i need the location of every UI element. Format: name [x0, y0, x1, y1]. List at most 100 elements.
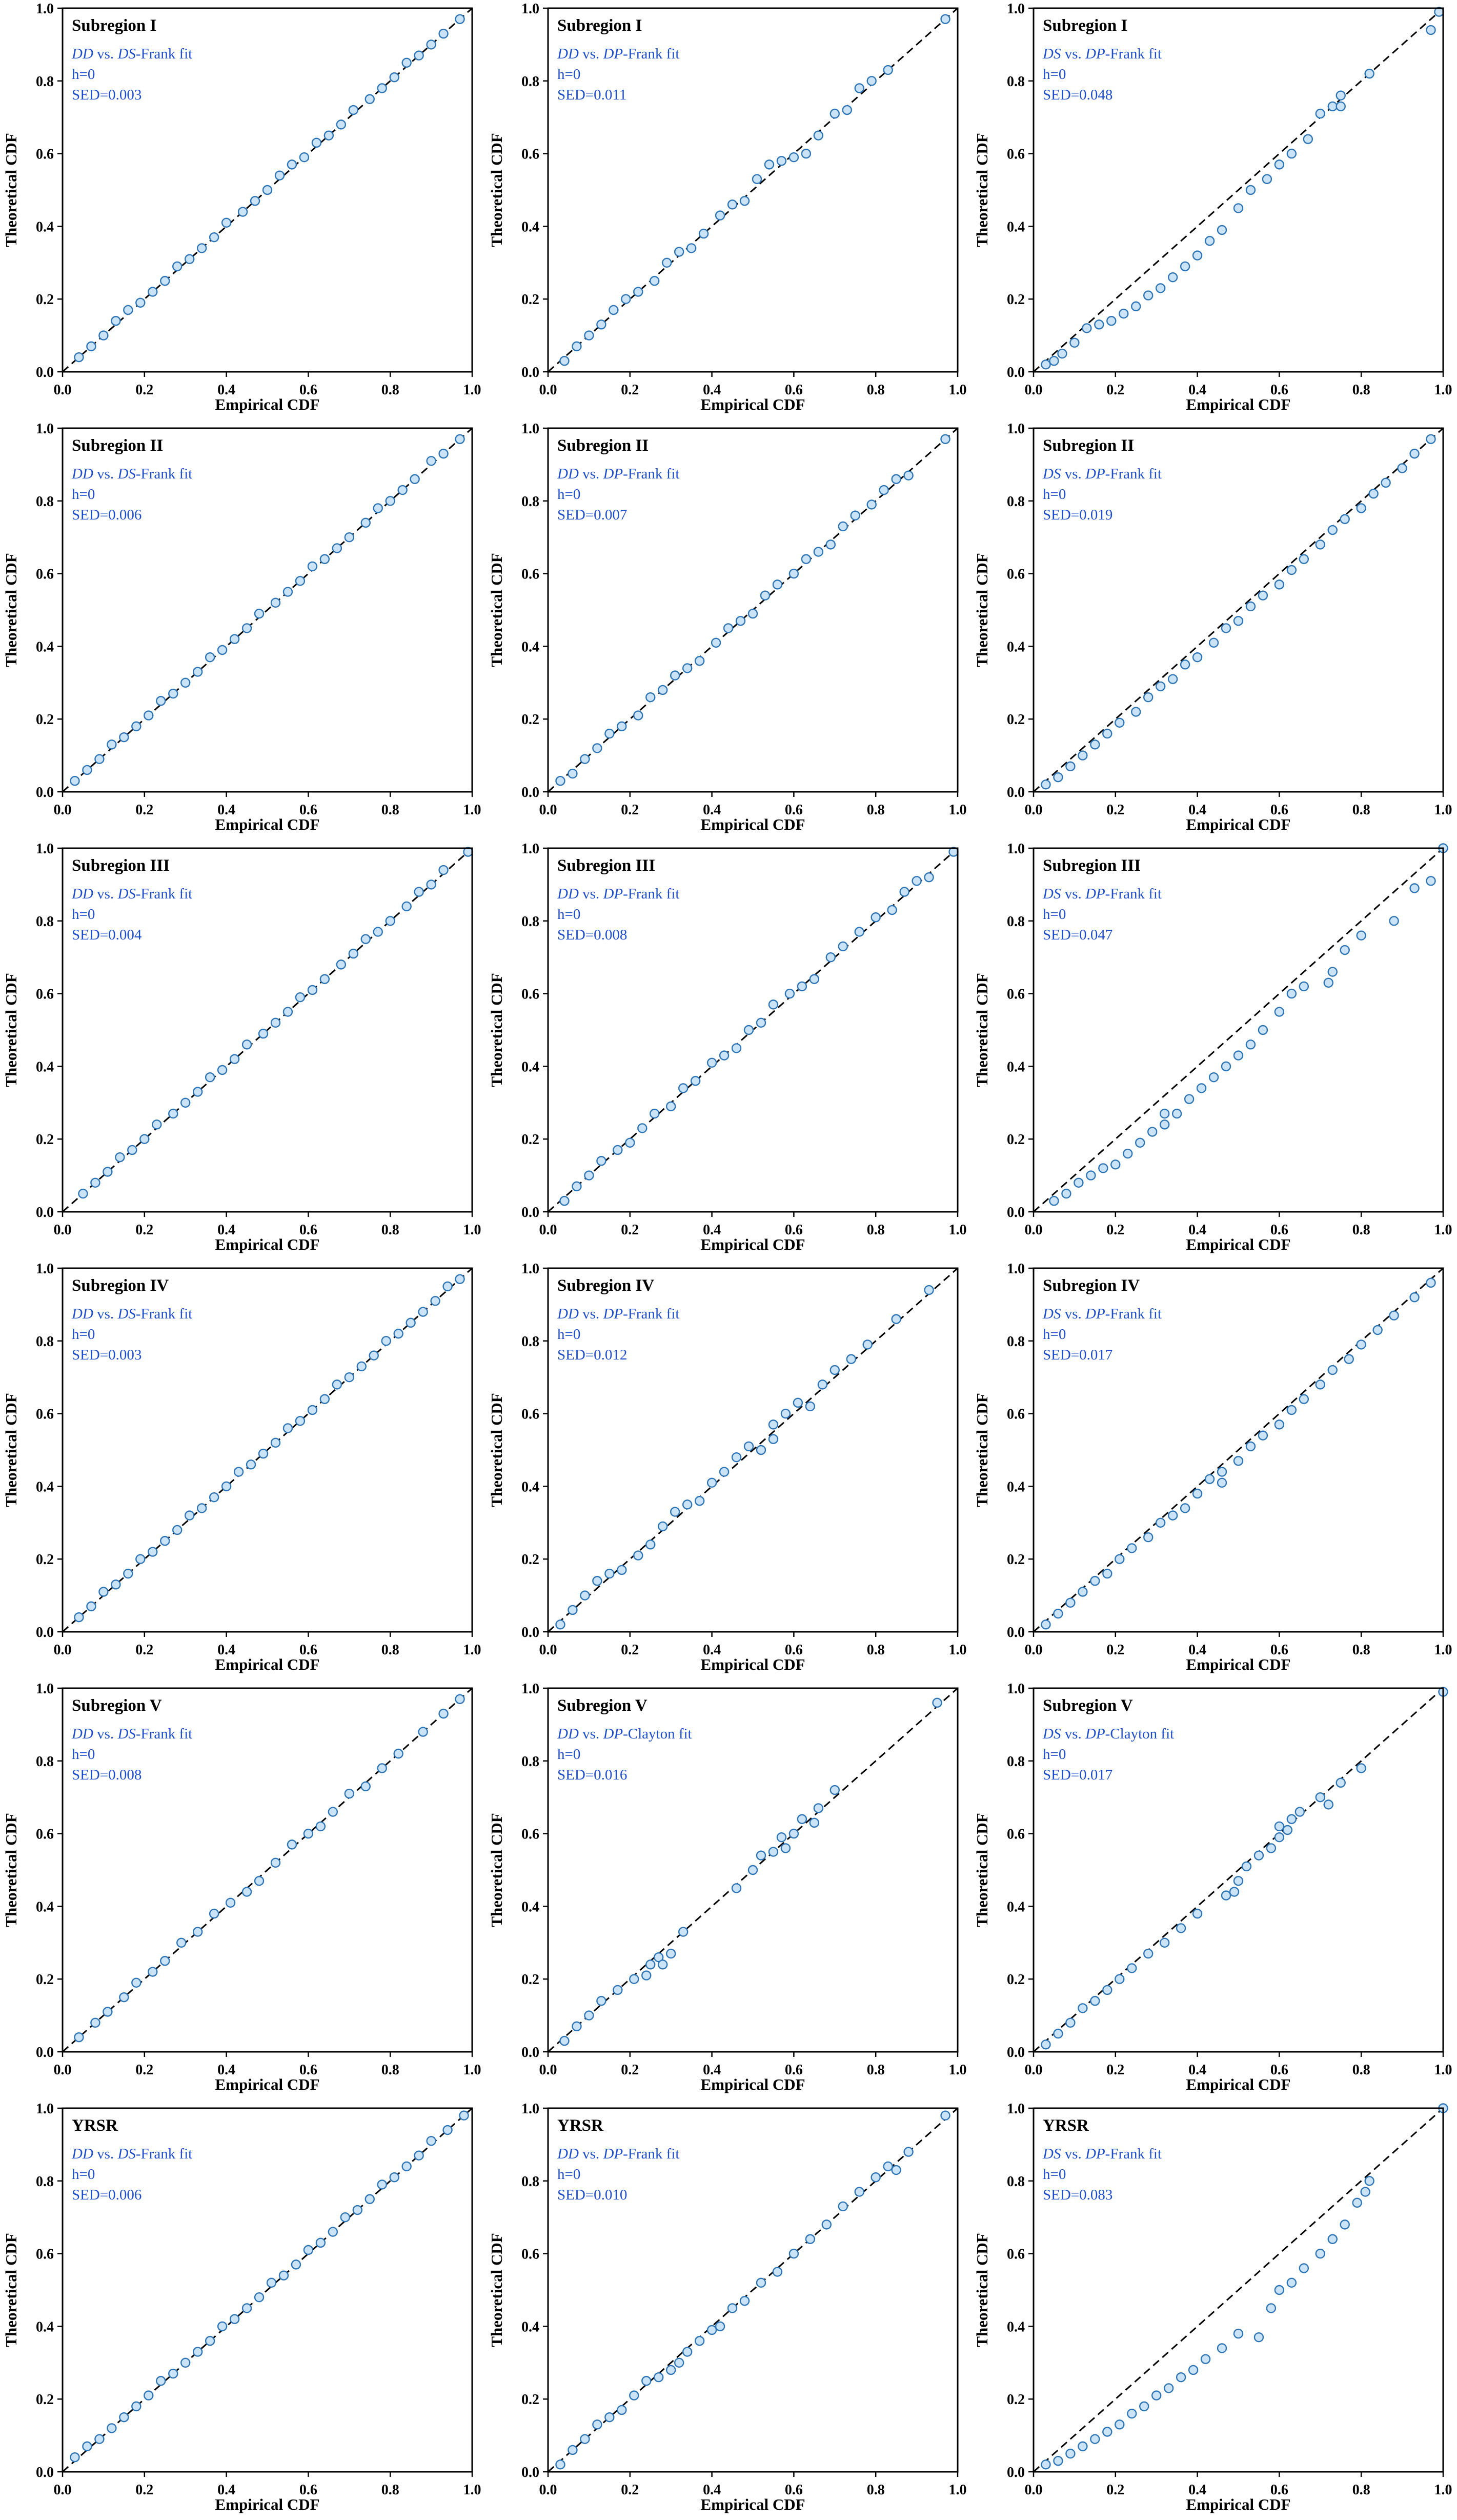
data-point [1041, 359, 1051, 370]
data-point [1057, 348, 1067, 359]
data-point [854, 83, 864, 93]
panel-subregion-v-ds-dp: 0.0 0.2 0.4 0.6 0.8 1.0 0.0 0.2 0.4 0.6 0.8 1.0 Subr… [973, 1681, 1452, 2093]
data-point [348, 948, 358, 959]
x-tick-label: 1.0 [463, 2062, 481, 2078]
y-tick-label: 0.2 [521, 1972, 539, 1988]
data-point [1389, 1310, 1399, 1321]
panel-title: Subregion II [72, 436, 163, 455]
y-tick-label: 1.0 [1007, 1, 1025, 17]
data-point [1274, 579, 1285, 590]
data-point [1196, 1083, 1207, 1093]
data-point [410, 474, 420, 484]
data-point [678, 1083, 689, 1093]
y-tick-label: 0.8 [1007, 74, 1025, 90]
y-axis-label: Theoretical CDF [488, 133, 505, 247]
data-point [287, 1839, 297, 1850]
data-point [119, 732, 129, 743]
data-point [94, 2434, 105, 2444]
data-point [706, 2325, 717, 2335]
plot-border [62, 427, 473, 793]
y-tick-label: 0.2 [36, 712, 54, 728]
data-point [241, 1039, 252, 1050]
data-point [862, 1339, 873, 1350]
data-point [1053, 2456, 1063, 2466]
data-point [629, 2390, 639, 2401]
data-point [1155, 283, 1166, 293]
data-point [1426, 876, 1436, 886]
panel-yrsr-dd-dp: 0.0 0.2 0.4 0.6 0.8 1.0 0.0 0.2 0.4 0.6 0.8 1.0 YRSR… [488, 2101, 967, 2513]
annotation-h-label: h=0 [72, 906, 95, 923]
scatter-points [74, 1274, 465, 1623]
y-tick-label: 0.4 [521, 2319, 539, 2335]
data-point [196, 1503, 207, 1513]
x-tick-label: 1.0 [1434, 1642, 1452, 1658]
data-point [393, 1328, 403, 1339]
data-point [1115, 2419, 1125, 2430]
x-tick-label: 0.2 [135, 2482, 153, 2498]
data-point [393, 1748, 403, 1759]
x-tick-label: 0.4 [217, 802, 235, 818]
x-axis-label: Empirical CDF [700, 2495, 805, 2513]
data-point [854, 2187, 864, 2197]
data-point [825, 539, 836, 550]
data-point [1274, 1419, 1285, 1430]
x-tick-label: 1.0 [1434, 382, 1452, 398]
x-tick-label: 0.2 [1106, 802, 1124, 818]
data-point [233, 1467, 244, 1477]
data-point [192, 1927, 203, 1937]
data-point [103, 2007, 113, 2017]
data-point [584, 330, 594, 341]
data-point [119, 2412, 129, 2423]
axis-ticks: 0.0 0.2 0.4 0.6 0.8 1.0 0.0 0.2 0.4 0.6 0.8 1.0 [521, 421, 967, 818]
data-point [270, 1437, 281, 1448]
y-axis-label: Theoretical CDF [2, 973, 20, 1087]
y-tick-label: 0.6 [1007, 987, 1025, 1003]
annotation-h-label: h=0 [557, 66, 580, 83]
data-point [596, 319, 606, 330]
data-point [604, 2412, 615, 2423]
annotation-fit-label: DD vs. DP-Frank fit [557, 1306, 679, 1322]
data-point [866, 76, 877, 86]
data-point [666, 2365, 676, 2375]
data-point [1229, 1887, 1240, 1897]
data-point [229, 2314, 240, 2324]
data-point [932, 1697, 942, 1708]
data-point [1327, 101, 1338, 112]
annotation-h-label: h=0 [72, 2166, 95, 2183]
x-tick-label: 0.2 [621, 1222, 639, 1238]
data-point [107, 739, 117, 750]
x-tick-label: 0.8 [1352, 382, 1370, 398]
data-point [258, 1028, 269, 1039]
x-tick-label: 0.6 [785, 1222, 803, 1238]
data-point [1266, 2303, 1277, 2313]
data-point [903, 470, 914, 481]
data-point [887, 905, 897, 915]
data-point [377, 83, 387, 93]
data-point [629, 1974, 639, 1984]
x-tick-label: 0.0 [1025, 382, 1043, 398]
data-point [1041, 2039, 1051, 2050]
x-tick-label: 0.8 [867, 2062, 885, 2078]
y-tick-label: 0.2 [521, 292, 539, 308]
y-tick-label: 0.4 [1007, 1059, 1025, 1075]
data-point [205, 2336, 215, 2346]
data-point [1163, 2383, 1174, 2393]
y-tick-label: 0.8 [521, 1334, 539, 1350]
data-point [348, 105, 358, 115]
data-point [1123, 1148, 1133, 1159]
panel-title: Subregion IV [1043, 1276, 1140, 1295]
data-point [209, 1492, 219, 1503]
y-tick-label: 0.8 [36, 74, 54, 90]
data-point [1282, 1825, 1293, 1835]
data-point [381, 1336, 391, 1346]
data-point [801, 148, 812, 159]
x-tick-label: 0.2 [1106, 1642, 1124, 1658]
y-tick-label: 1.0 [1007, 421, 1025, 437]
data-point [319, 1394, 330, 1404]
data-point [455, 434, 465, 444]
data-point [131, 721, 141, 732]
data-point [1180, 659, 1190, 670]
data-point [891, 474, 901, 484]
x-tick-label: 1.0 [463, 802, 481, 818]
data-point [1192, 1908, 1203, 1919]
